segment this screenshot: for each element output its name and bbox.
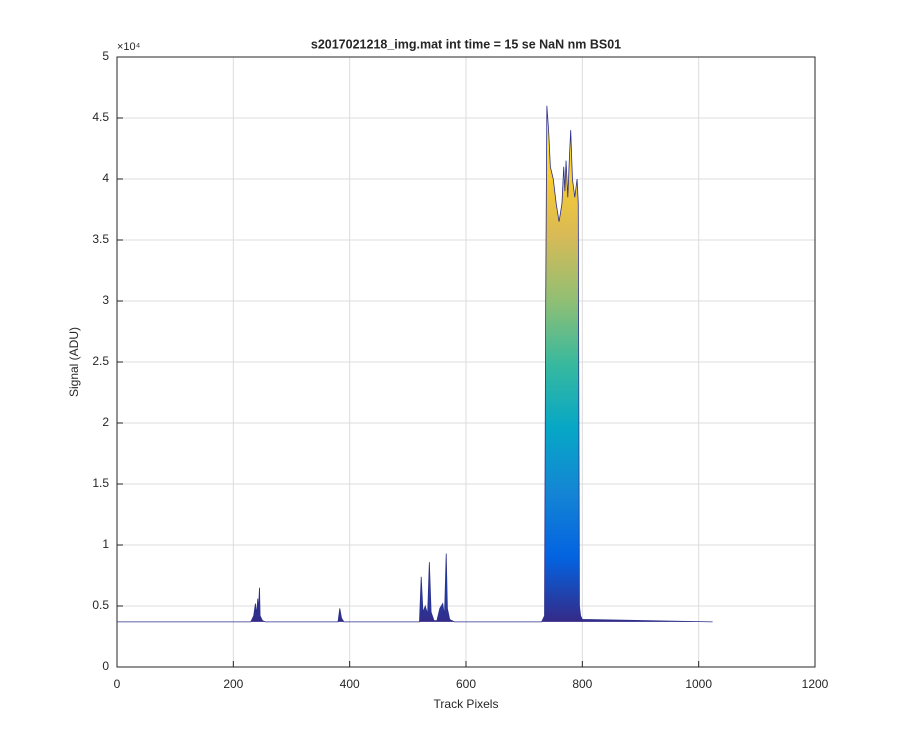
x-tick-label: 1200 <box>802 677 829 691</box>
x-tick-label: 600 <box>456 677 476 691</box>
y-tick-label: 2 <box>102 415 109 429</box>
y-tick-label: 4.5 <box>92 110 109 124</box>
y-tick-label: 0.5 <box>92 598 109 612</box>
y-exponent: ×10⁴ <box>117 41 141 53</box>
signal-line <box>117 105 713 623</box>
x-axis-label: Track Pixels <box>434 697 499 711</box>
x-tick-label: 800 <box>572 677 592 691</box>
axes-box <box>116 56 816 668</box>
x-tick-label: 1000 <box>685 677 712 691</box>
x-tick-label: 200 <box>223 677 243 691</box>
chart-title: s2017021218_img.mat int time = 15 se NaN… <box>311 37 621 51</box>
y-tick-label: 1.5 <box>92 476 109 490</box>
y-tick-label: 5 <box>102 49 109 63</box>
y-axis-label: Signal (ADU) <box>67 327 81 397</box>
y-tick-label: 1 <box>102 537 109 551</box>
y-tick-label: 0 <box>102 659 109 673</box>
y-tick-label: 3.5 <box>92 232 109 246</box>
signal-area <box>117 105 713 622</box>
x-tick-label: 0 <box>114 677 121 691</box>
y-tick-label: 2.5 <box>92 354 109 368</box>
y-tick-label: 4 <box>102 171 109 185</box>
x-tick-label: 400 <box>340 677 360 691</box>
y-tick-label: 3 <box>102 293 109 307</box>
